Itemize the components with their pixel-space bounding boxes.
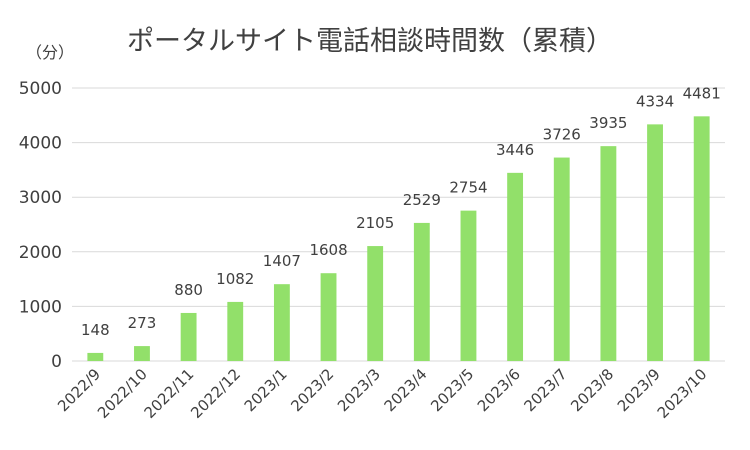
data-label: 3726 — [543, 126, 581, 144]
bar — [180, 312, 197, 361]
x-tick-label: 2022/12 — [187, 365, 244, 422]
x-tick-label: 2023/3 — [334, 365, 384, 415]
data-label: 4334 — [636, 92, 674, 110]
y-tick-label: 2000 — [19, 243, 62, 263]
x-tick-label: 2022/11 — [141, 365, 198, 422]
bar — [553, 157, 570, 361]
y-tick-label: 1000 — [19, 297, 62, 317]
bar — [134, 346, 150, 361]
data-label: 3935 — [589, 114, 627, 132]
x-tick-label: 2023/2 — [287, 365, 337, 415]
y-axis-ticks: 0 1000 2000 3000 4000 5000 — [19, 79, 62, 372]
bar — [460, 210, 477, 361]
data-label: 880 — [174, 281, 203, 299]
bars — [87, 116, 710, 361]
x-tick-label: 2023/4 — [381, 365, 431, 415]
y-tick-label: 0 — [51, 352, 62, 372]
x-tick-label: 2023/5 — [427, 365, 477, 415]
x-tick-label: 2023/1 — [241, 365, 291, 415]
x-axis-ticks: 2022/92022/102022/112022/122023/12023/22… — [54, 365, 710, 422]
y-tick-label: 4000 — [19, 134, 62, 154]
chart-title: ポータルサイト電話相談時間数（累積） — [127, 26, 613, 57]
bar — [693, 116, 710, 361]
data-label: 3446 — [496, 141, 534, 159]
data-label: 1407 — [263, 252, 301, 270]
y-tick-label: 3000 — [19, 188, 62, 208]
x-tick-label: 2023/6 — [474, 365, 524, 415]
bar — [413, 222, 430, 361]
data-label: 4481 — [683, 84, 721, 102]
data-labels: 148 273 880 1082 1407 1608 2105 2529 2754 3446 372… — [81, 84, 721, 339]
x-tick-label: 2023/10 — [654, 365, 711, 422]
y-tick-label: 5000 — [19, 79, 62, 99]
bar — [273, 284, 290, 361]
x-tick-label: 2023/8 — [567, 365, 617, 415]
data-label: 2105 — [356, 214, 394, 232]
bar — [507, 172, 524, 361]
data-label: 273 — [128, 314, 157, 332]
bar — [320, 273, 337, 361]
data-label: 2529 — [403, 191, 441, 209]
bar — [227, 301, 244, 361]
y-axis-unit-label: （分） — [26, 43, 74, 62]
bar — [600, 146, 617, 361]
bar — [87, 352, 104, 361]
x-tick-label: 2022/10 — [94, 365, 151, 422]
bar — [367, 246, 384, 361]
data-label: 1608 — [309, 241, 347, 259]
bar — [647, 124, 663, 361]
data-label: 148 — [81, 321, 110, 339]
x-tick-label: 2023/7 — [521, 365, 571, 415]
data-label: 2754 — [449, 179, 487, 197]
data-label: 1082 — [216, 270, 254, 288]
